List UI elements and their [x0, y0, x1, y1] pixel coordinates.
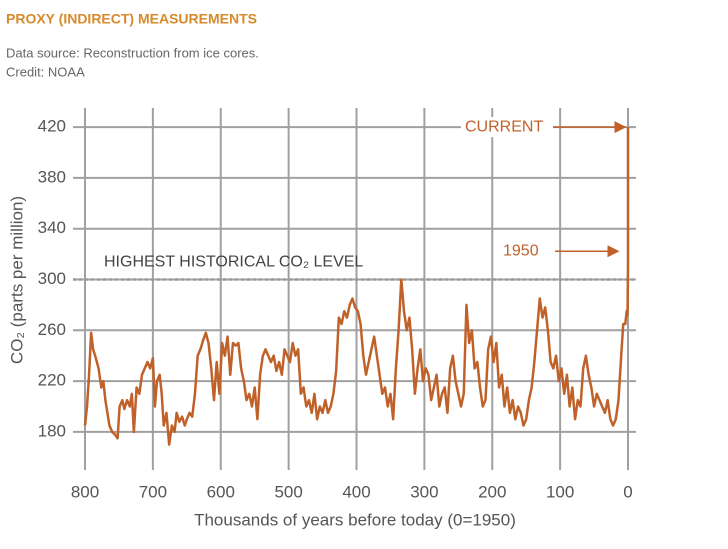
y-tick-label: 380 — [38, 167, 66, 186]
y-axis-label: CO₂ (parts per million) — [7, 196, 26, 364]
x-tick-label: 700 — [139, 482, 167, 501]
y-tick-label: 340 — [38, 218, 66, 237]
reference-label: HIGHEST HISTORICAL CO₂ LEVEL — [104, 254, 363, 271]
annotation: 1950 — [503, 242, 539, 259]
x-tick-label: 0 — [623, 482, 632, 501]
y-tick-label: 180 — [38, 421, 66, 440]
x-tick-label: 300 — [410, 482, 438, 501]
y-tick-label: 260 — [38, 320, 66, 339]
subtitle: Credit: NOAA — [6, 64, 85, 79]
y-tick-label: 220 — [38, 371, 66, 390]
x-tick-label: 600 — [207, 482, 235, 501]
x-tick-label: 100 — [546, 482, 574, 501]
y-tick-label: 300 — [38, 269, 66, 288]
annotation: CURRENT — [465, 118, 543, 135]
x-axis-label: Thousands of years before today (0=1950) — [194, 510, 516, 529]
x-tick-label: 400 — [342, 482, 370, 501]
data-line — [83, 127, 630, 446]
annotation-bg — [461, 117, 553, 138]
y-tick-label: 420 — [38, 117, 66, 136]
x-tick-label: 500 — [274, 482, 302, 501]
chart-title: PROXY (INDIRECT) MEASUREMENTS — [6, 11, 257, 27]
subtitle: Data source: Reconstruction from ice cor… — [6, 45, 259, 60]
annotation-bg — [499, 241, 547, 262]
x-tick-label: 800 — [71, 482, 99, 501]
x-tick-label: 200 — [478, 482, 506, 501]
